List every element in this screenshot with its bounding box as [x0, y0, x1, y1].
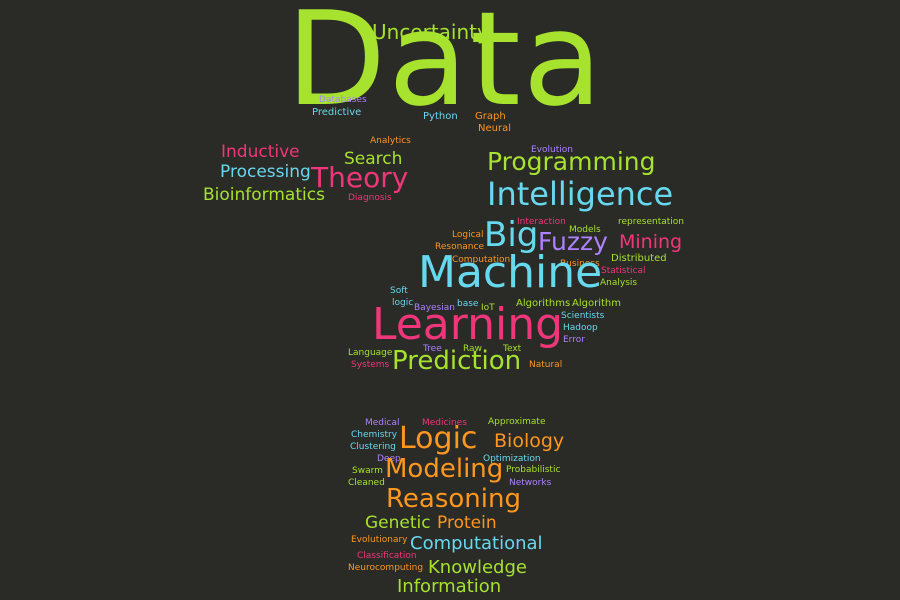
word-iot: IoT — [481, 303, 495, 313]
word-bayesian: Bayesian — [414, 303, 455, 313]
word-base: base — [457, 299, 479, 309]
word-programming: Programming — [487, 147, 656, 176]
word-models: Models — [569, 225, 601, 235]
word-error: Error — [563, 335, 585, 345]
word-raw: Raw — [463, 344, 482, 354]
word-modeling: Modeling — [385, 454, 504, 484]
word-deep: Deep — [377, 454, 401, 464]
word-knowledge: Knowledge — [428, 557, 527, 578]
word-graph: Graph — [475, 111, 506, 122]
word-swarm: Swarm — [352, 466, 383, 476]
word-databases: Databases — [319, 95, 367, 105]
word-representation: representation — [618, 217, 685, 227]
word-cleaned: Cleaned — [348, 478, 385, 488]
word-medicines: Medicines — [422, 418, 467, 428]
word-predictive: Predictive — [312, 107, 362, 118]
word-neurocomputing: Neurocomputing — [348, 563, 424, 573]
word-logic-small: logic — [392, 298, 414, 308]
word-networks: Networks — [509, 478, 552, 488]
word-information: Information — [397, 576, 502, 597]
word-computational: Computational — [410, 533, 543, 554]
word-analysis: Analysis — [600, 278, 638, 288]
word-clustering: Clustering — [350, 442, 396, 452]
word-logical: Logical — [452, 230, 484, 240]
word-big: Big — [484, 215, 539, 255]
word-statistical: Statistical — [601, 266, 646, 276]
word-distributed: Distributed — [611, 253, 667, 264]
word-theory: Theory — [311, 161, 409, 194]
word-probabilistic: Probabilistic — [506, 465, 561, 475]
word-data: Data — [286, 0, 605, 135]
word-tree: Tree — [423, 344, 442, 354]
word-approximate: Approximate — [488, 417, 546, 427]
word-biology: Biology — [494, 430, 565, 452]
word-mining: Mining — [619, 231, 683, 253]
word-natural: Natural — [529, 360, 563, 370]
word-processing: Processing — [220, 162, 311, 182]
word-reasoning: Reasoning — [386, 484, 521, 514]
word-evolutionary: Evolutionary — [351, 535, 408, 545]
word-learning: Learning — [372, 299, 564, 350]
word-resonance: Resonance — [435, 242, 484, 252]
word-medical: Medical — [365, 418, 400, 428]
word-chemistry: Chemistry — [351, 430, 398, 440]
word-soft: Soft — [390, 286, 408, 296]
word-text: Text — [503, 344, 522, 354]
word-hadoop: Hadoop — [563, 323, 598, 333]
word-uncertainty: Uncertainty — [372, 20, 489, 44]
word-genetic: Genetic — [365, 513, 431, 533]
word-bioinformatics: Bioinformatics — [203, 185, 325, 205]
word-analytics: Analytics — [370, 136, 411, 146]
word-diagnosis: Diagnosis — [348, 193, 392, 203]
word-python: Python — [423, 111, 458, 122]
word-inductive: Inductive — [221, 142, 300, 162]
word-evolution: Evolution — [531, 145, 573, 155]
word-systems: Systems — [351, 360, 390, 370]
word-prediction: Prediction — [392, 346, 522, 376]
word-fuzzy: Fuzzy — [538, 227, 608, 256]
word-search: Search — [344, 149, 403, 169]
word-interaction: Interaction — [517, 217, 566, 227]
word-protein: Protein — [437, 513, 497, 533]
word-classification: Classification — [357, 551, 417, 561]
word-machine: Machine — [418, 247, 603, 298]
word-language: Language — [348, 348, 393, 358]
word-optimization: Optimization — [483, 454, 541, 464]
word-intelligence: Intelligence — [487, 175, 674, 213]
word-computation: Computation — [452, 255, 511, 265]
word-logic: Logic — [399, 421, 478, 456]
word-neural: Neural — [478, 123, 511, 134]
word-business: Business — [560, 259, 600, 269]
word-algorithms: Algorithms — [516, 298, 571, 309]
word-scientists: Scientists — [561, 311, 605, 321]
word-algorithm: Algorithm — [572, 298, 621, 309]
